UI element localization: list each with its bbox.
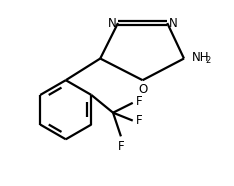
Text: F: F	[136, 95, 142, 108]
Text: N: N	[169, 17, 178, 30]
Text: N: N	[108, 17, 117, 30]
Text: F: F	[118, 140, 124, 153]
Text: NH: NH	[192, 51, 209, 64]
Text: O: O	[138, 83, 147, 96]
Text: F: F	[136, 114, 142, 127]
Text: 2: 2	[206, 55, 211, 65]
